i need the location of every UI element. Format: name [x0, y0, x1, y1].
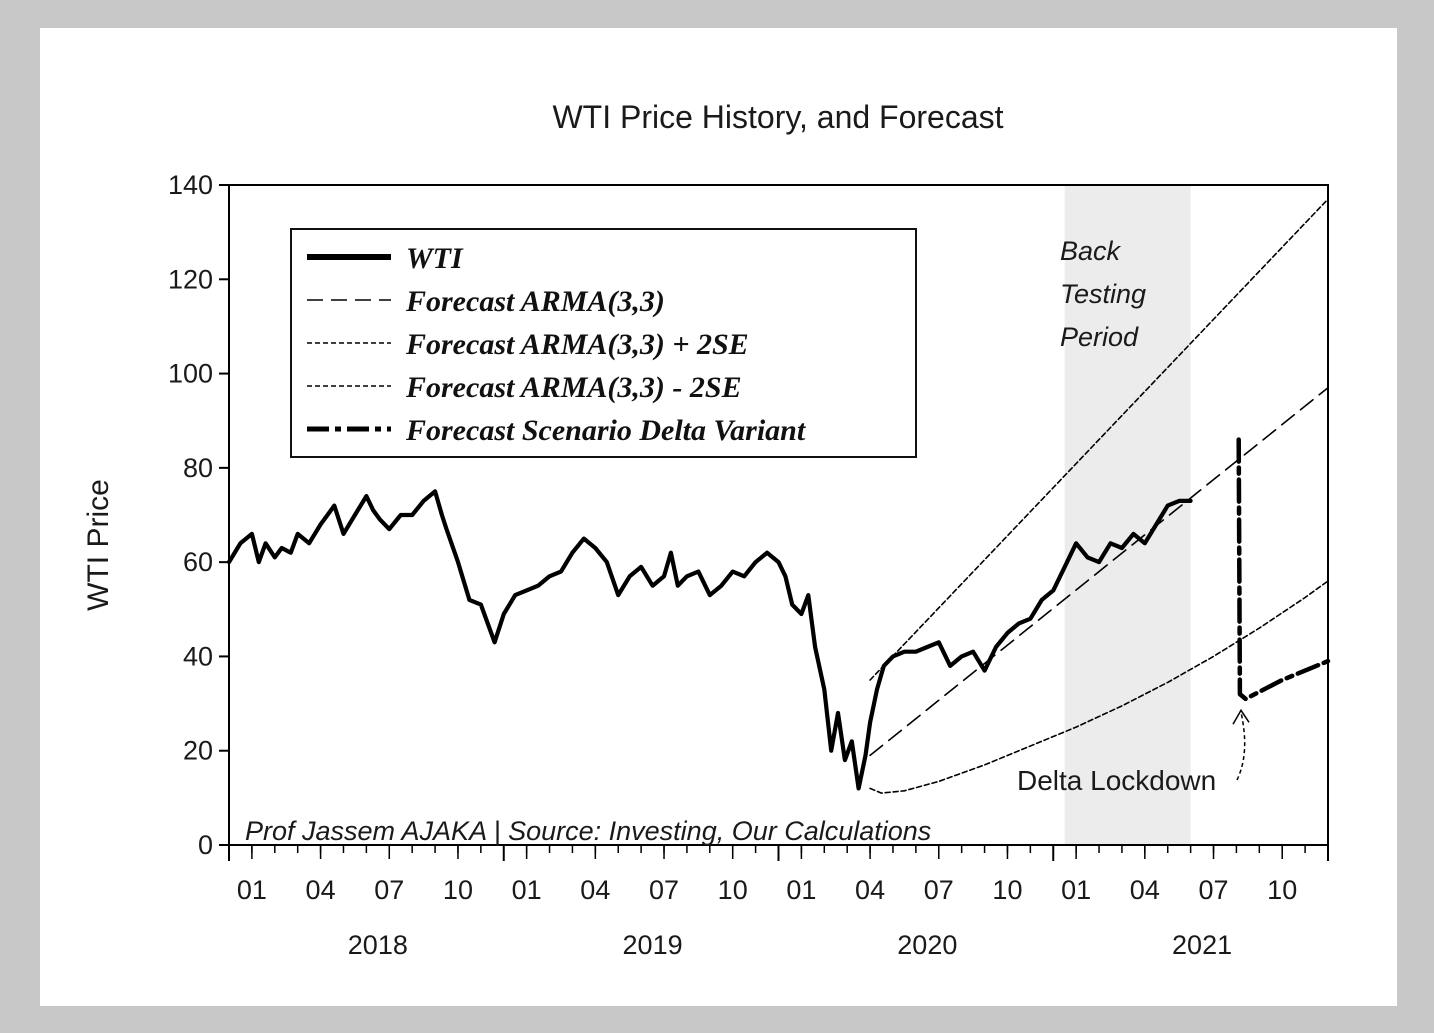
- back-testing-line-3: Period: [1060, 322, 1139, 352]
- x-tick-label: 01: [1061, 875, 1091, 905]
- legend: WTI Forecast ARMA(3,3) Forecast ARMA(3,3…: [290, 228, 917, 458]
- y-tick-label: 100: [168, 359, 213, 389]
- series-line-3: [869, 580, 1329, 794]
- delta-lockdown-arrowhead: [1232, 708, 1250, 725]
- x-tick-label: 01: [512, 875, 542, 905]
- legend-label-delta: Forecast Scenario Delta Variant: [405, 414, 807, 447]
- legend-label-arma-minus: Forecast ARMA(3,3) - 2SE: [405, 371, 742, 404]
- x-tick-label: 07: [924, 875, 954, 905]
- legend-box: [290, 228, 917, 458]
- chart-title: WTI Price History, and Forecast: [552, 99, 1003, 135]
- x-year-label: 2018: [348, 930, 408, 960]
- series-line-0: [226, 489, 1193, 791]
- x-tick-label: 10: [1267, 875, 1297, 905]
- x-tick-label: 07: [649, 875, 679, 905]
- y-tick-label: 120: [168, 264, 213, 294]
- annotation-layer: Delta Lockdown Prof Jassem AJAKA | Sourc…: [245, 708, 1250, 846]
- back-testing-line-1: Back: [1060, 236, 1122, 266]
- x-year-label: 2021: [1172, 930, 1232, 960]
- delta-lockdown-label: Delta Lockdown: [1017, 765, 1216, 796]
- x-tick-label: 04: [855, 875, 885, 905]
- y-tick-label: 0: [198, 830, 213, 860]
- x-tick-label: 04: [306, 875, 336, 905]
- x-tick-label: 04: [1130, 875, 1160, 905]
- legend-label-wti: WTI: [406, 242, 464, 275]
- series-line-2: [869, 198, 1329, 681]
- x-year-label: 2020: [897, 930, 957, 960]
- y-tick-label: 80: [183, 453, 213, 483]
- y-tick-label: 40: [183, 641, 213, 671]
- legend-label-arma: Forecast ARMA(3,3): [405, 285, 665, 318]
- x-tick-label: 04: [580, 875, 610, 905]
- series-line-1: [869, 386, 1329, 757]
- y-tick-label: 140: [168, 170, 213, 200]
- delta-lockdown-arrow: [1236, 712, 1246, 781]
- series-layer: [226, 198, 1331, 794]
- x-tick-label: 01: [237, 875, 267, 905]
- x-tick-label: 10: [443, 875, 473, 905]
- x-tick-label: 07: [1198, 875, 1228, 905]
- legend-label-arma-plus: Forecast ARMA(3,3) + 2SE: [405, 328, 749, 361]
- back-testing-label: Back Testing Period: [1060, 236, 1146, 352]
- x-year-label: 2019: [623, 930, 683, 960]
- x-tick-label: 07: [374, 875, 404, 905]
- axes-layer: 0 20 40 60 80 100 120 140 01 04 07 10 01 04 07 10 01 04 07…: [168, 170, 1329, 960]
- y-tick-label: 60: [183, 547, 213, 577]
- y-axis-title: WTI Price: [82, 479, 115, 611]
- x-tick-label: 01: [786, 875, 816, 905]
- source-credit: Prof Jassem AJAKA | Source: Investing, O…: [245, 816, 931, 846]
- back-testing-line-2: Testing: [1060, 279, 1146, 309]
- x-tick-label: 10: [992, 875, 1022, 905]
- x-tick-label: 10: [718, 875, 748, 905]
- y-tick-label: 20: [183, 736, 213, 766]
- wti-chart: WTI Price History, and Forecast WTI Pric…: [82, 99, 1331, 960]
- series-line-4: [1236, 437, 1331, 702]
- chart-frame: WTI Price History, and Forecast WTI Pric…: [40, 28, 1397, 1006]
